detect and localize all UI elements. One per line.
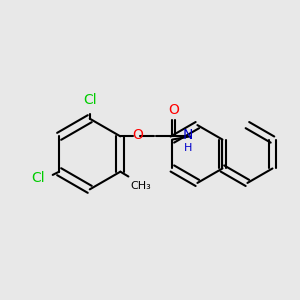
Text: CH₃: CH₃: [130, 181, 151, 191]
Text: Cl: Cl: [83, 93, 97, 107]
Text: Cl: Cl: [31, 171, 45, 185]
Text: O: O: [168, 103, 179, 117]
Text: O: O: [132, 128, 143, 142]
Text: N: N: [183, 128, 193, 142]
Text: H: H: [184, 143, 192, 153]
